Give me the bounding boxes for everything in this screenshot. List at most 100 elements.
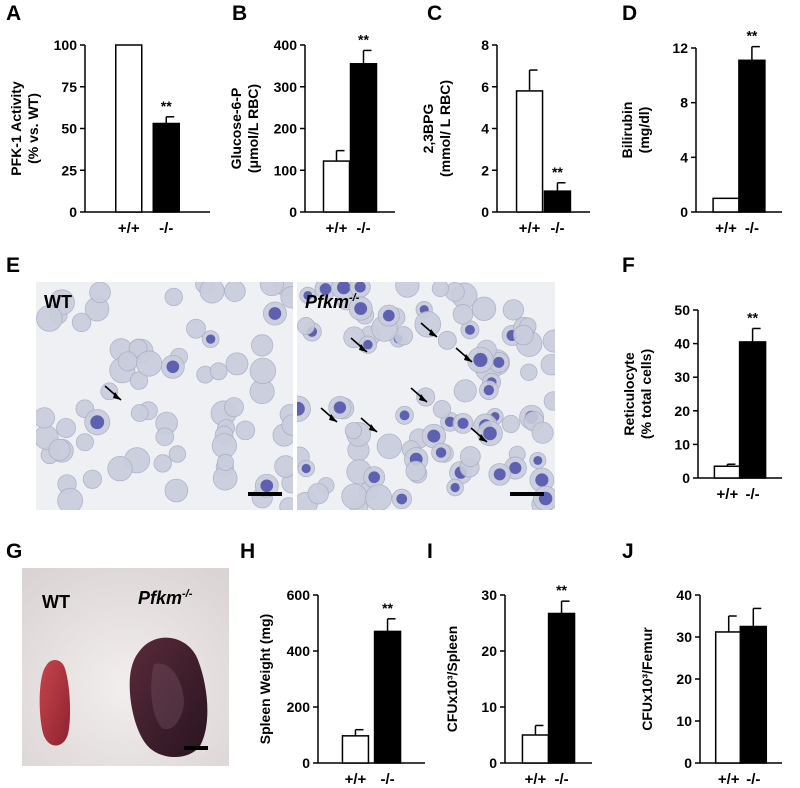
pfkm-red-cell-49 [471, 296, 497, 321]
wt-red-cell-57 [136, 350, 163, 377]
pfkm-reticulocyte-84 [435, 447, 447, 458]
wt-red-cell-68 [57, 487, 84, 510]
pfkm-red-cell-55 [520, 363, 538, 381]
pfkm-red-cell-94 [307, 482, 329, 505]
pfkm-red-cell-51 [459, 446, 481, 468]
wt-reticulocyte-37 [166, 360, 180, 374]
pfkm-red-cell-42 [453, 379, 477, 403]
pfkm-red-cell-80 [432, 400, 452, 419]
chart-a-category-0: +/+ [118, 220, 140, 237]
pfkm-reticulocyte-73 [427, 429, 441, 443]
panel-label-g: G [6, 540, 23, 563]
wt-red-cell-50 [155, 427, 175, 447]
panel-label-d: D [622, 2, 638, 25]
wt-reticulocyte-65 [260, 479, 274, 493]
pfkm-red-cell-10 [540, 354, 555, 376]
pfkm-red-cell-72 [452, 304, 474, 325]
micrograph-pfkm-label-sup: -/- [349, 292, 360, 304]
pfkm-red-cell-25 [543, 391, 555, 411]
pfkm-red-cell-90 [405, 460, 427, 482]
pfkm-arrowhead-4 [329, 414, 337, 422]
pfkm-reticulocyte-77 [354, 302, 368, 315]
spleen-wt-label: WT [42, 592, 70, 612]
pfkm-reticulocyte-82 [509, 461, 522, 475]
pfkm-reticulocyte-59 [354, 282, 366, 293]
chart-a-ytick-label-0: 0 [69, 204, 77, 220]
spleen-pfkm-label: Pfkm-/- [138, 588, 192, 609]
wt-red-cell-19 [153, 454, 172, 473]
wt-reticulocyte-20 [268, 307, 282, 320]
chart-a-ytick-label-4: 100 [54, 37, 78, 53]
pfkm-red-cell-17 [416, 387, 436, 407]
wt-reticulocyte-28 [205, 334, 216, 344]
pfkm-arrowhead-5 [369, 424, 377, 432]
pfkm-reticulocyte-50 [483, 385, 495, 396]
chart-a-ylabel-0: PFK-1 Activity [8, 81, 24, 176]
pfkm-red-cell-60 [376, 433, 403, 459]
wt-arrowhead-0 [113, 392, 121, 400]
spleen-photograph: WT Pfkm-/- [22, 568, 229, 766]
pfkm-spleen [129, 637, 208, 758]
wt-red-cell-15 [164, 478, 189, 503]
panel-label-h: H [240, 540, 256, 563]
wt-scale-bar [248, 492, 282, 496]
pfkm-red-cell-91 [501, 414, 520, 433]
wt-red-cell-52 [251, 334, 274, 357]
chart-a-bar-0 [115, 44, 143, 213]
chart-a-ytick-label-3: 75 [61, 79, 77, 95]
spleen-pfkm-label-text: Pfkm [138, 588, 183, 608]
panel-label-b: B [232, 2, 248, 25]
wt-red-cell-56 [274, 455, 293, 478]
pfkm-red-cell-75 [395, 282, 420, 298]
chart-a-bar-1 [152, 122, 180, 213]
panel-label-f: F [622, 254, 635, 277]
pfkm-reticulocyte-52 [363, 339, 373, 350]
panel-label-e: E [6, 254, 21, 277]
wt-red-cell-64 [48, 438, 71, 461]
micrograph-pfkm-label-text: Pfkm [305, 292, 350, 312]
wt-red-cell-67 [75, 433, 94, 452]
wt-red-cell-41 [199, 282, 225, 304]
wt-red-cell-60 [224, 282, 246, 302]
wt-red-cell-61 [71, 312, 92, 333]
pfkm-reticulocyte-22 [319, 283, 332, 295]
pfkm-arrowhead-3 [419, 394, 427, 402]
micrograph-pfkm-blood-smear: Pfkm-/- [297, 282, 555, 510]
panel-label-i: I [427, 540, 433, 563]
wt-red-cell-62 [216, 453, 234, 472]
pfkm-red-cell-71 [502, 299, 525, 321]
chart-a-ytick-label-1: 25 [61, 162, 77, 178]
pfkm-reticulocyte-14 [396, 493, 408, 505]
micrograph-wt-blood-smear: WT [36, 282, 293, 510]
wt-red-cell-38 [56, 418, 76, 438]
pfkm-scale-bar [510, 492, 544, 496]
pfkm-red-cell-88 [365, 484, 392, 510]
pfkm-reticulocyte-48 [301, 463, 311, 474]
pfkm-red-cell-81 [344, 422, 362, 440]
pfkm-red-cell-26 [341, 483, 368, 510]
wt-red-cell-44 [280, 286, 293, 309]
pfkm-reticulocyte-62 [493, 356, 505, 368]
pfkm-reticulocyte-65 [535, 473, 549, 487]
wt-red-cell-43 [89, 282, 111, 304]
scale-bar-g [184, 746, 208, 750]
pfkm-reticulocyte-87 [399, 410, 410, 421]
pfkm-reticulocyte-43 [336, 282, 351, 295]
wt-red-cell-48 [168, 445, 187, 463]
wt-red-cell-42 [249, 357, 277, 385]
pfkm-smear-image [297, 282, 555, 510]
pfkm-reticulocyte-33 [368, 471, 381, 484]
panel-label-a: A [6, 2, 22, 25]
wt-red-cell-36 [129, 371, 149, 390]
panel-label-j: J [622, 540, 634, 563]
pfkm-red-cell-89 [531, 421, 554, 444]
panel-label-c: C [427, 2, 443, 25]
wt-red-cell-39 [107, 455, 133, 482]
pfkm-arrowhead-1 [429, 329, 437, 337]
pfkm-reticulocyte-86 [483, 426, 497, 441]
wt-red-cell-66 [281, 414, 293, 436]
wt-red-cell-47 [209, 362, 228, 381]
spleen-pfkm-label-sup: -/- [182, 588, 193, 600]
micrograph-pfkm-label: Pfkm-/- [305, 292, 359, 313]
wt-red-cell-53 [36, 407, 55, 429]
